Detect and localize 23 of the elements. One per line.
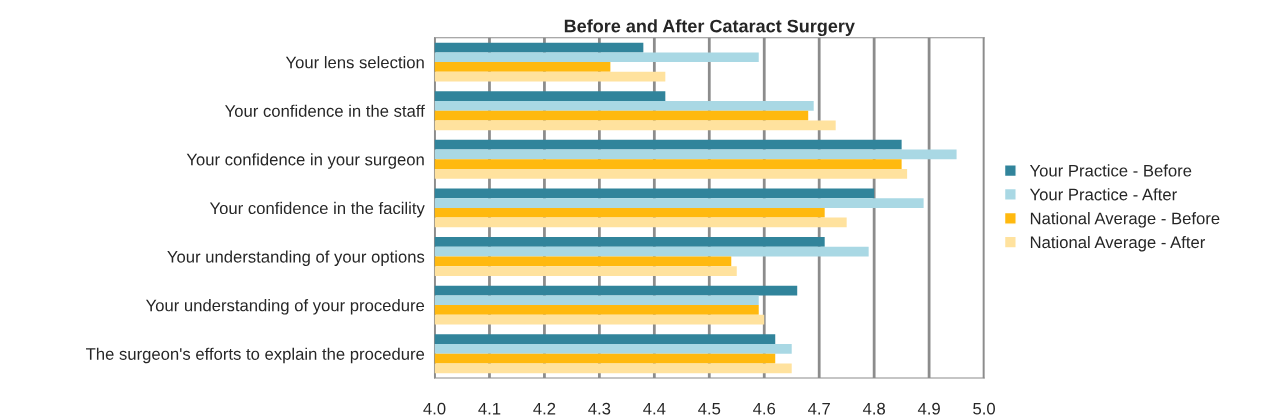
y-tick-label: Your confidence in the facility xyxy=(209,201,425,218)
y-tick-label: Your confidence in your surgeon xyxy=(186,153,424,169)
x-tick-label: 4.3 xyxy=(588,402,611,415)
x-tick-label: 4.0 xyxy=(423,402,446,415)
x-tick-label: 5.0 xyxy=(973,402,995,415)
x-tick-label: 4.2 xyxy=(533,402,556,415)
y-tick-label: Your lens selection xyxy=(285,56,424,69)
y-tick-label: Your understanding of your options xyxy=(167,250,425,266)
y-tick-label: The surgeon's efforts to explain the procedure xyxy=(86,347,425,364)
legend-label: National Average - Before xyxy=(1030,212,1220,228)
legend-label: Your Practice - Before xyxy=(1029,164,1192,177)
x-tick-label: 4.4 xyxy=(643,402,666,415)
x-tick-label: 4.8 xyxy=(862,402,886,415)
y-tick-label: Your confidence in the staff xyxy=(225,104,425,117)
legend-label: Your Practice - After xyxy=(1029,188,1177,201)
legend-label: National Average - After xyxy=(1030,235,1206,252)
y-tick-label: Your understanding of your procedure xyxy=(145,299,425,315)
x-tick-label: 4.1 xyxy=(478,402,501,415)
x-tick-label: 4.7 xyxy=(808,402,830,415)
chart-title: Before and After Cataract Surgery xyxy=(564,19,855,37)
x-tick-label: 4.5 xyxy=(698,402,721,415)
x-tick-label: 4.6 xyxy=(753,402,776,415)
x-tick-label: 4.9 xyxy=(917,402,940,415)
